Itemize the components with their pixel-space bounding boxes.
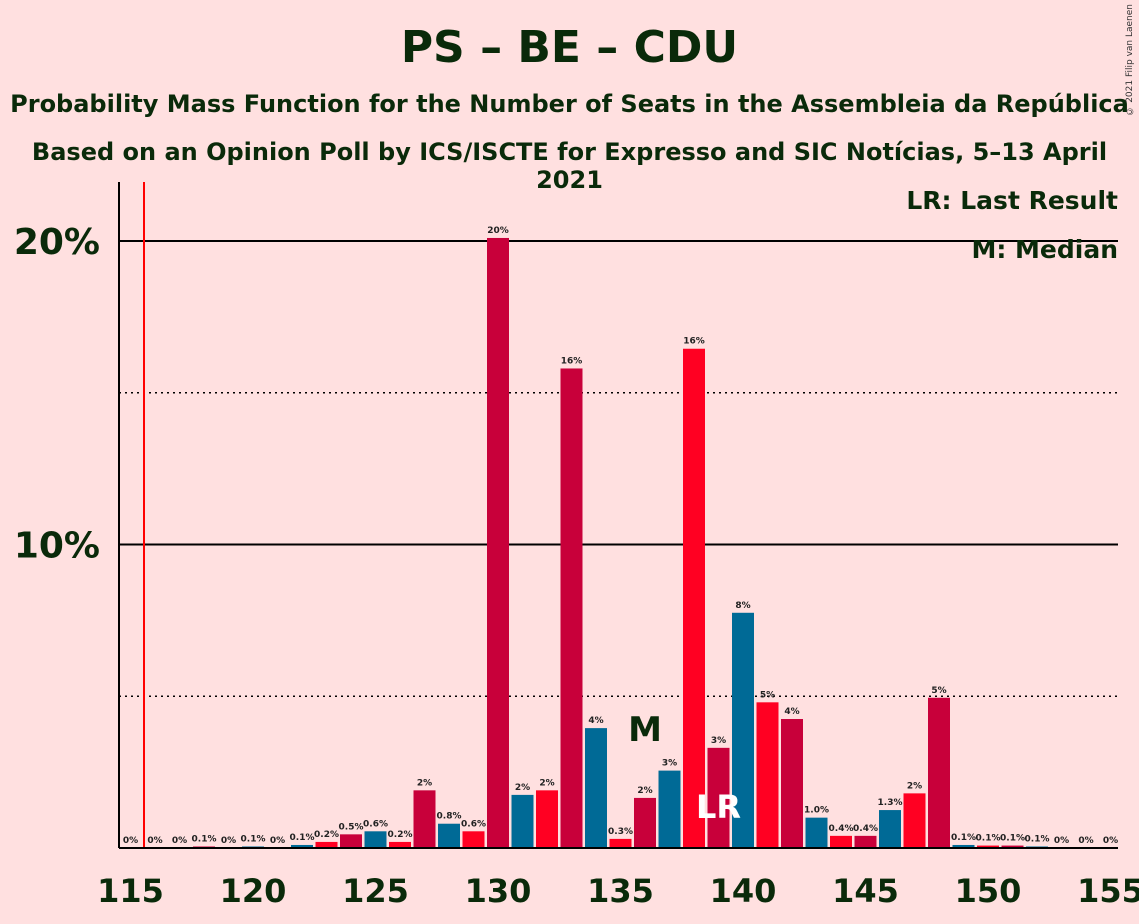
chart-subtitle-1: Probability Mass Function for the Number… (10, 90, 1129, 118)
x-tick-label-145: 145 (832, 872, 899, 910)
bar-label-seat-146: 1.3% (878, 798, 903, 808)
bar-label-seat-122: 0.1% (290, 833, 315, 843)
bar-label-seat-143: 1.0% (804, 806, 829, 816)
bar-label-seat-123: 0.2% (314, 830, 339, 840)
bar-seat-149 (952, 844, 975, 848)
bar-label-seat-155: 0% (1103, 836, 1118, 846)
bar-seat-123 (315, 841, 338, 848)
bar-seat-144 (830, 835, 852, 848)
bar-seat-124 (340, 834, 362, 848)
bar-label-seat-148: 5% (931, 686, 946, 696)
bar-seat-122 (291, 844, 313, 848)
bar-label-seat-147: 2% (907, 781, 922, 791)
bar-label-seat-124: 0.5% (339, 822, 364, 832)
bar-label-seat-117: 0% (172, 836, 187, 846)
bar-label-seat-121: 0% (270, 836, 285, 846)
bar-label-seat-115: 0% (123, 836, 138, 846)
bar-seat-125 (364, 831, 387, 848)
bar-seat-136 (634, 797, 656, 848)
bar-label-seat-128: 0.8% (437, 812, 462, 822)
bar-label-seat-127: 2% (417, 778, 432, 788)
bar-label-seat-149: 0.1% (951, 833, 976, 843)
bar-seat-141 (756, 702, 779, 848)
bar-label-seat-125: 0.6% (363, 819, 388, 829)
last-result-marker: LR (696, 788, 741, 826)
grid-lines (119, 240, 1118, 697)
bar-seat-143 (805, 817, 828, 848)
bar-label-seat-120: 0.1% (241, 834, 266, 844)
bar-series (143, 182, 1048, 849)
y-tick-label-20: 20% (14, 222, 100, 263)
bar-seat-151 (1001, 845, 1024, 848)
bar-label-seat-131: 2% (515, 783, 530, 793)
bar-seat-137 (658, 770, 681, 848)
bar-label-seat-150: 0.1% (976, 834, 1001, 844)
legend-median: M: Median (971, 235, 1118, 264)
bar-label-seat-141: 5% (760, 690, 775, 700)
x-tick-label-135: 135 (587, 872, 654, 910)
bar-label-seat-132: 2% (539, 778, 554, 788)
bar-label-seat-135: 0.3% (608, 827, 633, 837)
x-tick-label-125: 125 (342, 872, 409, 910)
bar-label-seat-134: 4% (588, 716, 603, 726)
bar-label-seat-142: 4% (784, 707, 799, 717)
bar-label-seat-133: 16% (561, 356, 583, 366)
bar-seat-139 (707, 747, 730, 848)
x-tick-label-115: 115 (97, 872, 164, 910)
bar-label-seat-138: 16% (683, 337, 705, 347)
axes: 10% 20% 115 120 125 130 135 140 145 150 155 (14, 182, 1139, 910)
bar-seat-129 (462, 831, 485, 848)
bar-value-labels: 0% 0% 0% 0.1% 0% 0.1% 0% 0.1% 0.2%0.5% 0.6%0.2%2%… (123, 226, 1118, 846)
x-tick-label-155: 155 (1077, 872, 1139, 910)
bar-seat-147 (903, 793, 926, 848)
bar-seat-138 (683, 348, 705, 848)
bar-seat-132 (536, 790, 558, 848)
bar-label-seat-154: 0% (1078, 836, 1093, 846)
x-tick-label-150: 150 (955, 872, 1022, 910)
bar-label-seat-139: 3% (711, 736, 726, 746)
bar-seat-126 (389, 841, 411, 848)
chart-subtitle-2: Based on an Opinion Poll by ICS/ISCTE fo… (31, 138, 1108, 194)
x-tick-label-140: 140 (710, 872, 777, 910)
bar-seat-130 (487, 237, 509, 849)
bar-label-seat-136: 2% (637, 786, 652, 796)
bar-seat-148 (928, 697, 950, 848)
bar-seat-146 (879, 810, 901, 848)
bar-seat-140 (732, 612, 754, 848)
y-tick-label-10: 10% (14, 526, 100, 567)
legend-last-result: LR: Last Result (906, 186, 1118, 215)
bar-label-seat-145: 0.4% (853, 824, 878, 834)
bar-label-seat-118: 0.1% (192, 834, 217, 844)
bar-label-seat-126: 0.2% (388, 830, 413, 840)
bar-label-seat-129: 0.6% (461, 819, 486, 829)
bar-seat-134 (585, 728, 607, 848)
bar-label-seat-130: 20% (487, 226, 509, 236)
bar-label-seat-153: 0% (1054, 836, 1069, 846)
median-marker: M (628, 710, 662, 750)
bar-label-seat-137: 3% (662, 759, 677, 769)
bar-label-seat-151: 0.1% (1000, 834, 1025, 844)
bar-label-seat-116: 0% (147, 836, 162, 846)
bar-label-seat-119: 0% (221, 836, 236, 846)
bar-seat-131 (511, 794, 534, 848)
bar-label-seat-144: 0.4% (829, 824, 854, 834)
chart-title: PS – BE – CDU (400, 22, 739, 73)
x-tick-label-120: 120 (220, 872, 287, 910)
bar-label-seat-140: 8% (735, 601, 750, 611)
bar-seat-145 (854, 835, 877, 848)
bar-seat-128 (438, 823, 460, 848)
bar-seat-150 (977, 845, 999, 848)
bar-seat-135 (609, 838, 632, 848)
bar-label-seat-152: 0.1% (1025, 834, 1050, 844)
bar-seat-133 (560, 368, 583, 848)
bar-seat-142 (781, 719, 803, 848)
bar-seat-127 (413, 790, 436, 848)
x-tick-label-130: 130 (465, 872, 532, 910)
